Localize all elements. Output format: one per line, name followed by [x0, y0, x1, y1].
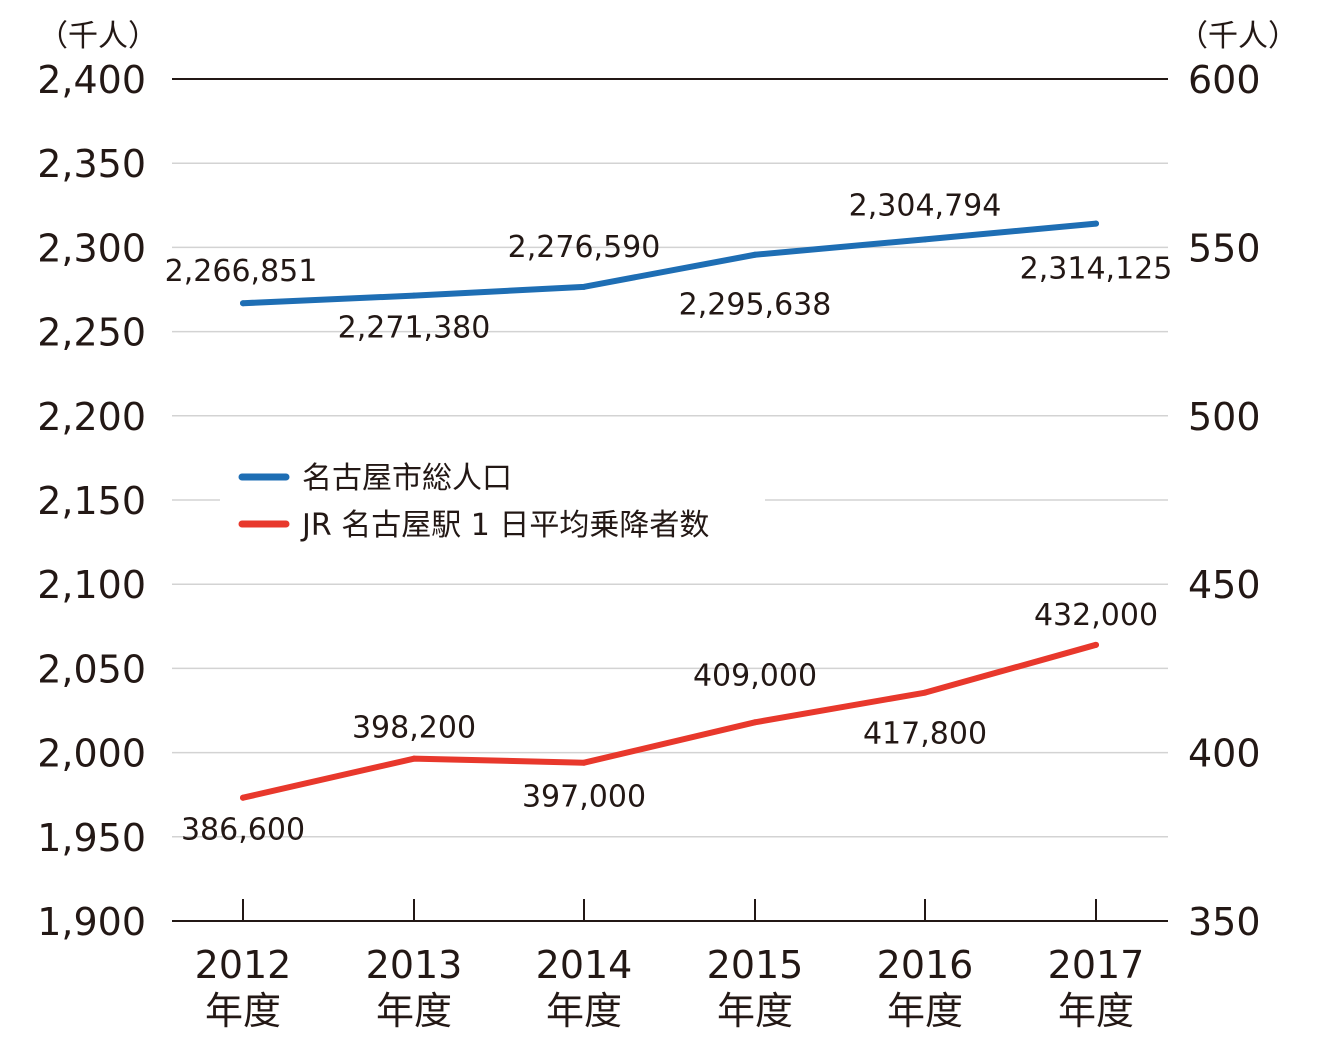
population-point [581, 283, 587, 290]
left-axis-tick-label: 2,000 [37, 732, 146, 776]
population-data-label: 2,276,590 [508, 230, 661, 265]
ridership-data-label: 386,600 [181, 813, 305, 848]
population-data-label: 2,304,794 [849, 188, 1002, 223]
right-axis-tick-label: 350 [1188, 900, 1261, 944]
ridership-data-label: 417,800 [863, 717, 987, 752]
right-axis-tick-labels: 350 400 450 500 550 600 [1188, 58, 1261, 944]
population-data-label: 2,295,638 [679, 288, 832, 323]
right-axis-tick-label: 400 [1188, 732, 1261, 776]
x-axis-year-suffix: 年度 [205, 989, 281, 1033]
ridership-point [1093, 641, 1099, 648]
x-axis-year-label: 2017 [1048, 943, 1145, 987]
left-axis-tick-label: 1,950 [37, 816, 146, 860]
x-axis-year-label: 2012 [195, 943, 292, 987]
x-axis-year-suffix: 年度 [546, 989, 622, 1033]
ridership-data-label: 432,000 [1034, 598, 1158, 633]
right-axis-tick-label: 450 [1188, 563, 1261, 607]
ridership-point [411, 755, 417, 762]
population-line [240, 220, 1099, 307]
x-axis-year-suffix: 年度 [376, 989, 452, 1033]
left-axis-tick-label: 2,200 [37, 395, 146, 439]
population-point [922, 236, 928, 243]
left-axis-tick-label: 1,900 [37, 900, 146, 944]
left-axis-tick-label: 2,350 [37, 142, 146, 186]
left-axis-tick-label: 2,300 [37, 226, 146, 270]
x-axis-year-label: 2013 [366, 943, 463, 987]
population-point [1093, 220, 1099, 227]
right-axis-tick-label: 500 [1188, 395, 1261, 439]
x-axis-year-suffix: 年度 [717, 989, 793, 1033]
left-axis-tick-label: 2,050 [37, 647, 146, 691]
x-axis-year-label: 2014 [536, 943, 633, 987]
right-axis-unit-label: （千人） [1178, 19, 1298, 54]
axes [172, 78, 1168, 922]
left-axis-tick-label: 2,250 [37, 311, 146, 355]
ridership-data-label: 398,200 [352, 711, 476, 746]
right-axis-tick-label: 600 [1188, 58, 1261, 102]
x-axis-year-suffix: 年度 [1058, 989, 1134, 1033]
population-data-label: 2,314,125 [1020, 252, 1173, 287]
ridership-point [922, 689, 928, 696]
data-labels: 2,266,851 2,271,380 2,276,590 2,295,638 2,30… [165, 188, 1173, 847]
population-data-label: 2,266,851 [165, 254, 318, 289]
x-axis-year-label: 2016 [877, 943, 974, 987]
population-point [240, 300, 246, 307]
left-axis-tick-label: 2,100 [37, 563, 146, 607]
legend: 名古屋市総人口 JR 名古屋駅 1 日平均乗降者数 [220, 450, 765, 555]
ridership-point [240, 794, 246, 801]
ridership-data-label: 409,000 [693, 658, 817, 693]
left-axis-unit-label: （千人） [38, 19, 158, 54]
population-data-label: 2,271,380 [338, 311, 491, 346]
series-lines [240, 220, 1099, 801]
left-axis-tick-labels: 1,900 1,950 2,000 2,050 2,100 2,150 2,200 2,250… [37, 58, 146, 944]
legend-label-ridership: JR 名古屋駅 1 日平均乗降者数 [300, 508, 709, 543]
population-point [752, 251, 758, 258]
left-axis-tick-label: 2,400 [37, 58, 146, 102]
legend-background [220, 450, 765, 555]
left-axis-tick-label: 2,150 [37, 479, 146, 523]
x-axis-year-suffix: 年度 [887, 989, 963, 1033]
ridership-point [752, 719, 758, 726]
right-axis-tick-label: 550 [1188, 226, 1261, 270]
ridership-point [581, 759, 587, 766]
legend-label-population: 名古屋市総人口 [302, 461, 512, 496]
population-point [411, 292, 417, 299]
ridership-line [240, 641, 1099, 801]
x-axis-year-label: 2015 [707, 943, 804, 987]
ridership-data-label: 397,000 [522, 780, 646, 815]
